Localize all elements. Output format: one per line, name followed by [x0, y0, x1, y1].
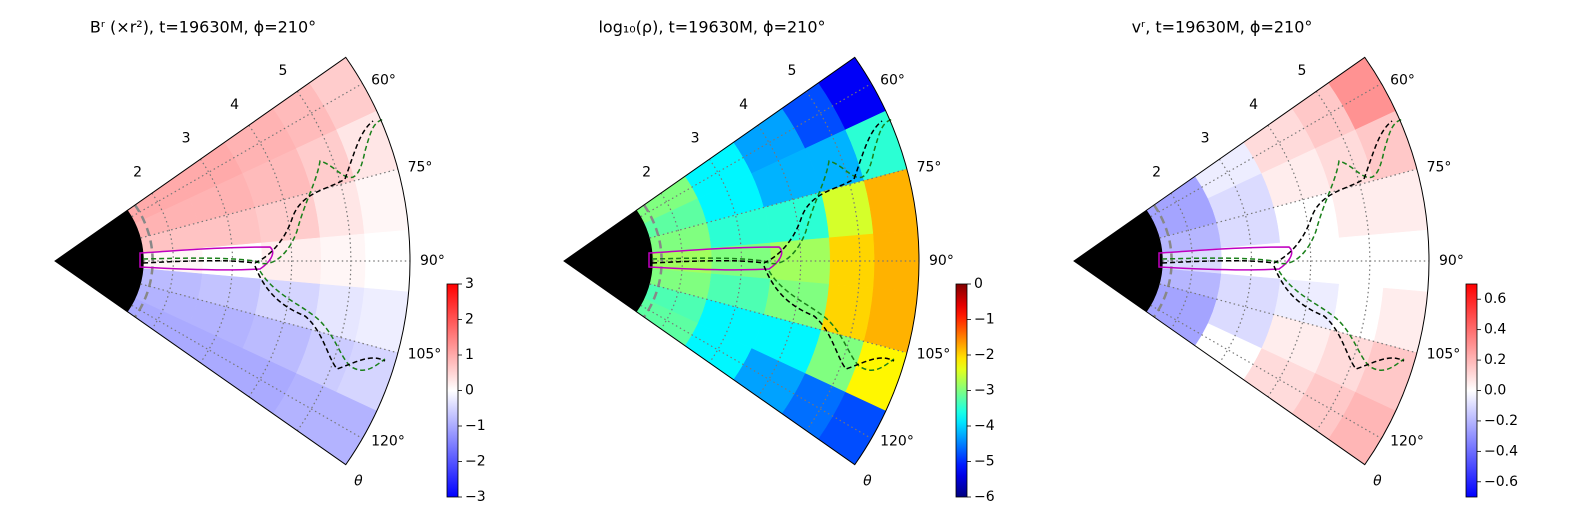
grid-arc — [1170, 192, 1193, 330]
r-tick-label: 5 — [1298, 63, 1307, 79]
grid-arc — [1267, 124, 1312, 398]
contour-black — [651, 120, 895, 370]
theta-tick-label: 120° — [880, 434, 914, 450]
colorbar-tick-label: −5 — [974, 454, 995, 470]
colorbar-tick-label: −3 — [974, 383, 995, 399]
grid-line — [131, 304, 363, 440]
theta-tick-label: 60° — [371, 72, 396, 88]
theta-tick-label: 75° — [408, 159, 433, 175]
frame — [1073, 56, 1430, 466]
theta-axis-label: θ — [863, 473, 872, 489]
theta-tick-label: 105° — [408, 347, 442, 363]
grid-line — [140, 168, 399, 239]
contour-black — [142, 120, 386, 370]
theta-tick-label: 120° — [371, 434, 405, 450]
colorbar-tick-label: −6 — [974, 489, 995, 505]
colorbar-tick-label: −2 — [465, 454, 486, 470]
horizon — [55, 210, 144, 312]
colorbar-tick-label: −1 — [974, 312, 995, 328]
grid-line — [649, 168, 908, 239]
grid-arc — [660, 192, 683, 330]
colorbar-tick-label: −0.2 — [1484, 413, 1518, 429]
grid-line — [649, 283, 908, 354]
chart-title: Bʳ (×r²), t=19630M, ϕ=210° — [90, 18, 316, 37]
colorbar-tick-label: 0.6 — [1484, 291, 1506, 307]
grid-line — [140, 283, 399, 354]
r-tick-label: 2 — [133, 165, 142, 181]
chart-title: log₁₀(ρ), t=19630M, ϕ=210° — [598, 18, 825, 37]
grid-arc — [151, 192, 174, 330]
colorbar-tick-label: 1 — [465, 347, 474, 363]
theta-tick-label: 60° — [880, 72, 905, 88]
grid-line — [1150, 82, 1382, 218]
colorbar — [955, 283, 968, 498]
r-tick-label: 3 — [182, 131, 191, 147]
colorbar — [446, 283, 459, 498]
theta-tick-label: 90° — [929, 253, 954, 269]
horizon — [564, 210, 653, 312]
colorbar-tick-label: 2 — [465, 312, 474, 328]
grid-arc — [248, 124, 293, 398]
contour-green — [142, 118, 386, 371]
grid-line — [1159, 168, 1418, 239]
colorbar-tick-label: −1 — [465, 418, 486, 434]
colorbar-tick-label: −2 — [974, 347, 995, 363]
contour-green — [1161, 118, 1405, 371]
r-tick-label: 4 — [739, 97, 748, 113]
grid-line — [131, 82, 363, 218]
r-tick-label: 4 — [230, 97, 239, 113]
chart-title: vʳ, t=19630M, ϕ=210° — [1132, 18, 1313, 37]
contour-magenta — [1158, 246, 1293, 271]
theta-axis-label: θ — [354, 473, 363, 489]
colorbar-tick-label: 3 — [465, 276, 474, 292]
colorbar-tick-label: 0.4 — [1484, 322, 1506, 338]
horizon — [1074, 210, 1163, 312]
r-tick-label: 2 — [1152, 165, 1161, 181]
contour-black — [1161, 120, 1405, 370]
contour-magenta — [648, 246, 783, 271]
r-tick-label: 5 — [279, 63, 288, 79]
theta-tick-label: 90° — [420, 253, 445, 269]
contours — [139, 118, 386, 371]
theta-tick-label: 120° — [1390, 434, 1424, 450]
ergo-circle — [133, 204, 154, 318]
frame — [563, 56, 920, 466]
ergo-circle — [642, 204, 663, 318]
grid-line — [640, 304, 872, 440]
colorbar-tick-label: −4 — [974, 418, 995, 434]
colorbar-tick-label: 0 — [974, 276, 983, 292]
contours — [648, 118, 895, 371]
r-tick-label: 3 — [1201, 131, 1210, 147]
r-tick-label: 5 — [788, 63, 797, 79]
theta-tick-label: 90° — [1439, 253, 1464, 269]
grid-arc — [757, 124, 802, 398]
r-tick-label: 4 — [1249, 97, 1258, 113]
theta-tick-label: 75° — [1427, 159, 1452, 175]
contours — [1158, 118, 1405, 371]
theta-tick-label: 75° — [917, 159, 942, 175]
colorbar-tick-label: 0 — [465, 383, 474, 399]
theta-tick-label: 105° — [917, 347, 951, 363]
grid-line — [1159, 283, 1418, 354]
theta-tick-label: 105° — [1427, 347, 1461, 363]
ergo-circle — [1152, 204, 1173, 318]
r-tick-label: 3 — [691, 131, 700, 147]
grid-line — [640, 82, 872, 218]
theta-axis-label: θ — [1373, 473, 1382, 489]
contour-green — [651, 118, 895, 371]
colorbar — [1465, 283, 1478, 498]
colorbar-tick-label: −3 — [465, 489, 486, 505]
colorbar-tick-label: −0.4 — [1484, 443, 1518, 459]
colorbar-tick-label: −0.6 — [1484, 474, 1518, 490]
grid-line — [1150, 304, 1382, 440]
r-tick-label: 2 — [642, 165, 651, 181]
theta-tick-label: 60° — [1390, 72, 1415, 88]
colorbar-tick-label: 0.0 — [1484, 383, 1506, 399]
contour-magenta — [139, 246, 274, 271]
colorbar-tick-label: 0.2 — [1484, 352, 1506, 368]
frame — [54, 56, 411, 466]
